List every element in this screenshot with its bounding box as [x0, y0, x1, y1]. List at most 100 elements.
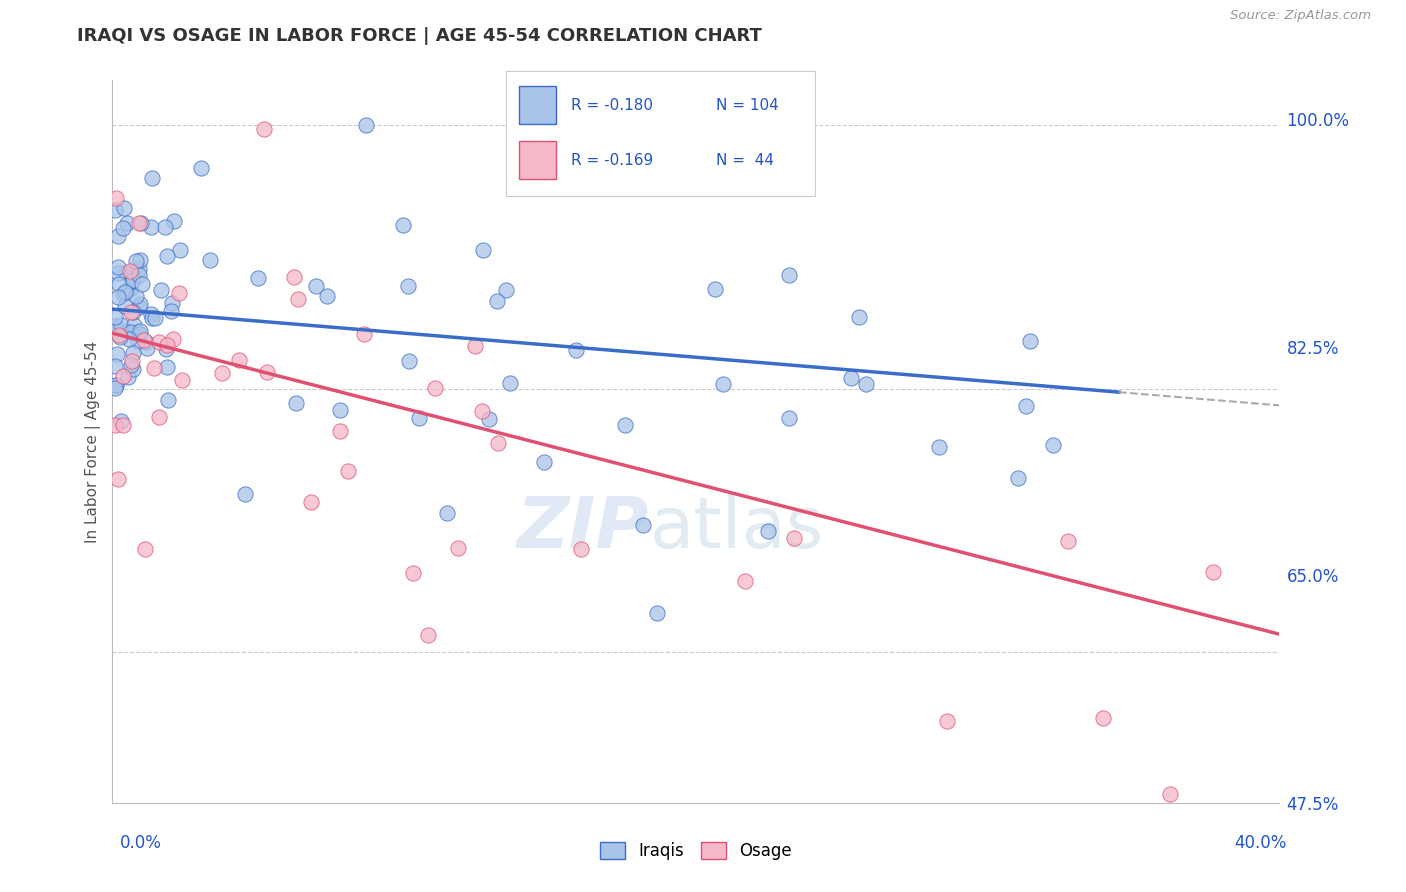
Point [287, 292, 309, 306]
Point [107, 472, 129, 486]
Point [120, 358, 142, 372]
Point [157, 393, 180, 408]
Point [125, 325, 148, 339]
Point [495, 283, 517, 297]
Point [329, 403, 352, 417]
Point [143, 360, 166, 375]
Point [135, 334, 157, 349]
Point [115, 216, 138, 230]
Point [122, 318, 145, 333]
Point [486, 293, 509, 308]
Point [162, 332, 184, 346]
Point [128, 268, 150, 283]
Point [935, 714, 957, 728]
Point [104, 359, 127, 373]
Point [329, 424, 352, 438]
Point [160, 295, 183, 310]
Point [117, 369, 139, 384]
Point [464, 339, 486, 353]
Point [104, 319, 127, 334]
Point [107, 260, 129, 274]
Point [633, 518, 655, 533]
Point [143, 311, 166, 326]
Text: R = -0.169: R = -0.169 [571, 153, 654, 168]
Point [120, 264, 142, 278]
Point [134, 541, 156, 556]
Point [120, 325, 142, 339]
Text: ZIP: ZIP [517, 494, 650, 563]
Point [711, 376, 734, 391]
Point [118, 282, 141, 296]
Point [1019, 334, 1042, 349]
Bar [519, 87, 555, 124]
Point [108, 330, 131, 344]
Point [499, 376, 522, 390]
Point [110, 318, 132, 333]
Point [848, 310, 870, 324]
Point [284, 395, 307, 409]
Point [115, 324, 138, 338]
Point [112, 417, 135, 432]
Point [108, 277, 131, 292]
Point [839, 371, 862, 385]
Point [122, 272, 145, 286]
Point [128, 327, 150, 342]
Point [1007, 471, 1029, 485]
Point [110, 414, 132, 428]
Point [107, 266, 129, 280]
Point [160, 304, 183, 318]
Point [118, 333, 141, 347]
Point [1159, 787, 1181, 801]
Text: N = 104: N = 104 [717, 97, 779, 112]
Text: 0.0%: 0.0% [120, 834, 162, 852]
Point [316, 288, 339, 302]
Point [107, 289, 129, 303]
Text: R = -0.180: R = -0.180 [571, 97, 654, 112]
Point [112, 286, 135, 301]
Text: Source: ZipAtlas.com: Source: ZipAtlas.com [1230, 9, 1371, 22]
Point [141, 307, 163, 321]
Point [756, 524, 779, 538]
Point [167, 286, 190, 301]
Point [163, 214, 186, 228]
Point [447, 541, 470, 555]
Point [305, 278, 328, 293]
Point [108, 328, 131, 343]
Text: 40.0%: 40.0% [1234, 834, 1286, 852]
Point [283, 270, 305, 285]
Point [252, 122, 274, 136]
Point [112, 368, 135, 383]
Point [104, 417, 127, 432]
Point [190, 161, 212, 175]
Point [131, 277, 153, 292]
Point [156, 338, 179, 352]
Point [115, 266, 138, 280]
Point [114, 299, 136, 313]
Point [127, 334, 149, 348]
Point [436, 507, 458, 521]
Point [336, 464, 359, 478]
Point [1042, 438, 1064, 452]
Point [704, 282, 727, 296]
Point [105, 377, 128, 392]
Point [471, 404, 494, 418]
Bar [519, 141, 555, 178]
Point [478, 412, 501, 426]
Point [1015, 399, 1038, 413]
Text: N =  44: N = 44 [717, 153, 775, 168]
Point [928, 441, 950, 455]
Text: atlas: atlas [650, 494, 824, 563]
Point [155, 342, 177, 356]
Point [200, 253, 222, 268]
Point [114, 285, 136, 299]
Point [104, 310, 127, 324]
Point [423, 381, 446, 395]
Text: IRAQI VS OSAGE IN LABOR FORCE | AGE 45-54 CORRELATION CHART: IRAQI VS OSAGE IN LABOR FORCE | AGE 45-5… [77, 27, 762, 45]
Point [122, 362, 145, 376]
Point [299, 495, 322, 509]
Point [121, 267, 143, 281]
Point [150, 283, 173, 297]
Point [156, 248, 179, 262]
Point [105, 191, 128, 205]
Point [148, 410, 170, 425]
